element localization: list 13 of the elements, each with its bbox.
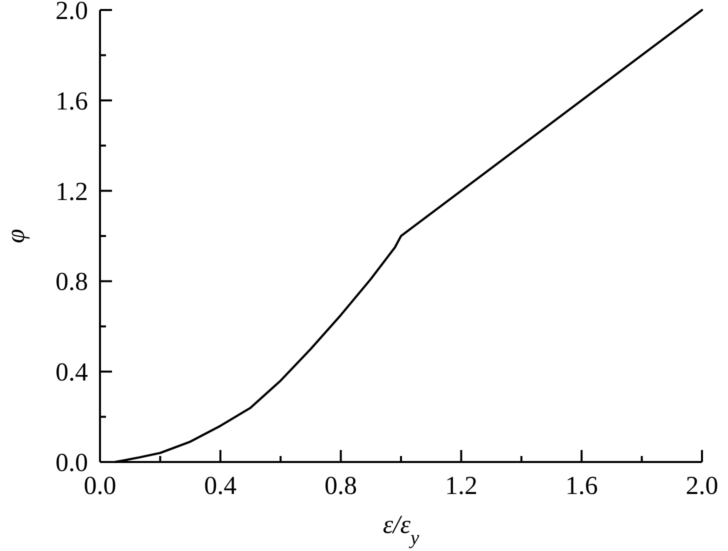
x-tick-label: 0.4 [204, 471, 237, 500]
line-series [114, 8, 704, 464]
y-tick-label: 2.0 [56, 0, 88, 25]
y-tick-label: 0.8 [56, 267, 88, 296]
x-tick-label: 1.6 [565, 471, 598, 500]
x-tick-label: 1.2 [444, 471, 478, 500]
y-tick-label: 1.6 [56, 86, 88, 116]
y-axis-title: φ [1, 228, 30, 244]
x-tick-label: 2.0 [686, 471, 718, 500]
y-tick-label: 0.4 [56, 358, 88, 387]
y-tick-label: 1.2 [56, 176, 88, 206]
x-axis-title: ε/ε$_{y}$ [382, 510, 420, 548]
x-tick-label: 0.8 [324, 471, 358, 500]
